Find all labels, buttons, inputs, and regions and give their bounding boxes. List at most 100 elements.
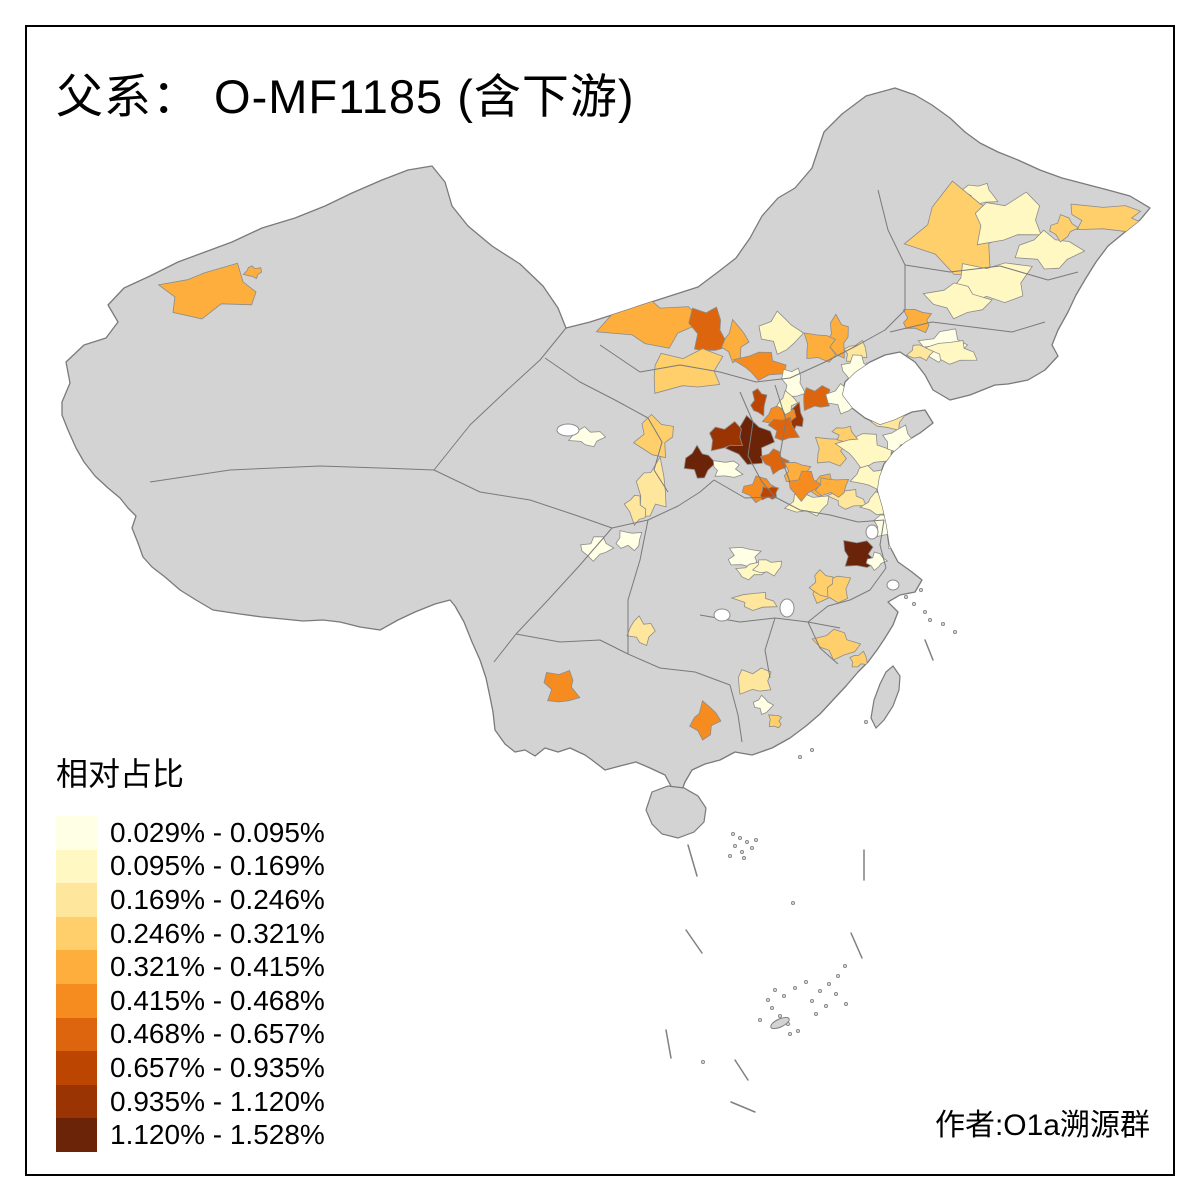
islet-dot bbox=[770, 1006, 775, 1011]
boundary-dash bbox=[924, 639, 934, 661]
islet-dot bbox=[923, 610, 928, 615]
legend-row: 0.321% - 0.415% bbox=[56, 950, 325, 984]
map-region-yuncheng bbox=[759, 448, 790, 475]
map-region-zunyi bbox=[626, 615, 656, 647]
legend-row: 0.657% - 0.935% bbox=[56, 1051, 325, 1085]
islet-dot bbox=[778, 1014, 783, 1019]
legend-swatch bbox=[56, 849, 97, 884]
map-region-xianyang bbox=[712, 460, 744, 478]
map-region-mianyang bbox=[615, 530, 643, 552]
legend-label: 0.468% - 0.657% bbox=[110, 1018, 325, 1050]
legend-swatch bbox=[56, 983, 97, 1018]
legend-label: 0.029% - 0.095% bbox=[110, 816, 325, 848]
map-region-wuzhong bbox=[709, 420, 744, 452]
islet-dot bbox=[745, 840, 750, 845]
boundary-dash bbox=[850, 932, 863, 959]
boundary-dash bbox=[665, 1029, 672, 1059]
map-region-dalian bbox=[923, 340, 978, 365]
legend-row: 0.468% - 0.657% bbox=[56, 1017, 325, 1052]
map-region-changchun bbox=[922, 282, 993, 320]
map-region-luliang bbox=[750, 388, 768, 417]
map-region-weifang bbox=[834, 433, 893, 471]
map-region-ningde bbox=[849, 650, 868, 668]
islet-dot bbox=[836, 974, 841, 979]
taiwan-island bbox=[870, 665, 901, 730]
province-borders bbox=[149, 189, 1079, 743]
legend-row: 0.029% - 0.095% bbox=[56, 816, 325, 850]
map-region-jiujiang bbox=[730, 591, 778, 611]
map-region-yichun-hlj bbox=[1014, 229, 1086, 270]
map-region-hohhot bbox=[721, 318, 750, 364]
islet-dot bbox=[904, 595, 909, 600]
legend-row: 0.415% - 0.468% bbox=[56, 983, 325, 1018]
map-region-heze bbox=[788, 470, 823, 502]
legend-swatch bbox=[56, 916, 97, 951]
map-region-ordos bbox=[653, 348, 724, 394]
legend: 相对占比 0.029% - 0.095% 0.095% - 0.169% 0.169… bbox=[56, 749, 325, 1152]
map-region-nanjing bbox=[865, 551, 889, 571]
map-region-guangzhou bbox=[752, 694, 775, 715]
attribution-text: 作者:O1a溯源群 bbox=[934, 1109, 1150, 1142]
islet-dot bbox=[773, 988, 778, 993]
legend-row: 0.246% - 0.321% bbox=[56, 916, 325, 951]
map-region-yili-east bbox=[242, 265, 263, 280]
islet-dot bbox=[793, 986, 798, 991]
legend-label: 0.169% - 0.246% bbox=[110, 883, 325, 915]
map-region-shangrao bbox=[808, 569, 834, 598]
legend-label: 0.321% - 0.415% bbox=[110, 951, 325, 983]
map-region-baoding bbox=[803, 385, 831, 412]
legend-swatch bbox=[56, 883, 97, 917]
map-region-heihe bbox=[974, 191, 1042, 246]
legend-row: 0.169% - 0.246% bbox=[56, 883, 325, 917]
choropleth-regions bbox=[157, 180, 1150, 741]
map-region-guigang bbox=[689, 699, 722, 741]
boundary-dash bbox=[734, 1059, 749, 1081]
islet-dot bbox=[928, 618, 933, 623]
islet-dot bbox=[798, 755, 803, 760]
islet-dot bbox=[754, 838, 759, 843]
legend-swatch bbox=[56, 1017, 97, 1052]
map-region-linfen bbox=[767, 416, 800, 441]
map-region-qingyang bbox=[683, 444, 717, 479]
islet-dot bbox=[827, 982, 832, 987]
map-region-yinchuan bbox=[632, 413, 674, 459]
islet-dot bbox=[782, 994, 787, 999]
islet-dot bbox=[824, 1004, 829, 1009]
sea-boundary-dashes bbox=[665, 639, 934, 1113]
map-region-anqing bbox=[811, 628, 862, 661]
islet-dot bbox=[912, 602, 917, 607]
islet-dot bbox=[796, 1029, 801, 1034]
islet-dot bbox=[766, 998, 771, 1003]
legend-swatch bbox=[56, 1084, 97, 1119]
legend-label: 0.415% - 0.468% bbox=[110, 984, 325, 1016]
islet-dot bbox=[788, 1032, 793, 1037]
islet-dot bbox=[919, 588, 924, 593]
map-region-yili bbox=[157, 262, 257, 320]
legend-label: 0.657% - 0.935% bbox=[110, 1051, 325, 1083]
legend-label: 0.095% - 0.169% bbox=[110, 850, 325, 882]
islet-dot bbox=[843, 964, 848, 969]
map-region-chuxiong bbox=[543, 669, 581, 703]
islet-dot bbox=[733, 844, 738, 849]
legend-row: 0.095% - 0.169% bbox=[56, 849, 325, 884]
islet-dot bbox=[804, 980, 809, 985]
islet-dot bbox=[941, 622, 946, 627]
legend-swatch bbox=[56, 1051, 97, 1085]
map-region-zhangjiakou bbox=[803, 332, 837, 363]
map-region-baotou bbox=[688, 306, 730, 351]
legend-swatch bbox=[56, 816, 97, 850]
legend-swatch bbox=[56, 950, 97, 984]
islet-dot bbox=[740, 850, 745, 855]
legend-row: 0.935% - 1.120% bbox=[56, 1084, 325, 1119]
islet-dot bbox=[738, 836, 743, 841]
islet-dot bbox=[701, 1060, 706, 1065]
map-region-qingyuan bbox=[737, 667, 772, 695]
legend-row: 1.120% - 1.528% bbox=[56, 1118, 325, 1152]
islet-dot bbox=[814, 1012, 819, 1017]
islet-dot bbox=[791, 901, 796, 906]
map-region-hegang bbox=[1049, 214, 1080, 243]
map-region-jining bbox=[814, 477, 850, 498]
legend-rows: 0.029% - 0.095% 0.095% - 0.169% 0.169% - 0… bbox=[56, 816, 325, 1152]
map-region-shijiazhuang bbox=[781, 367, 806, 397]
